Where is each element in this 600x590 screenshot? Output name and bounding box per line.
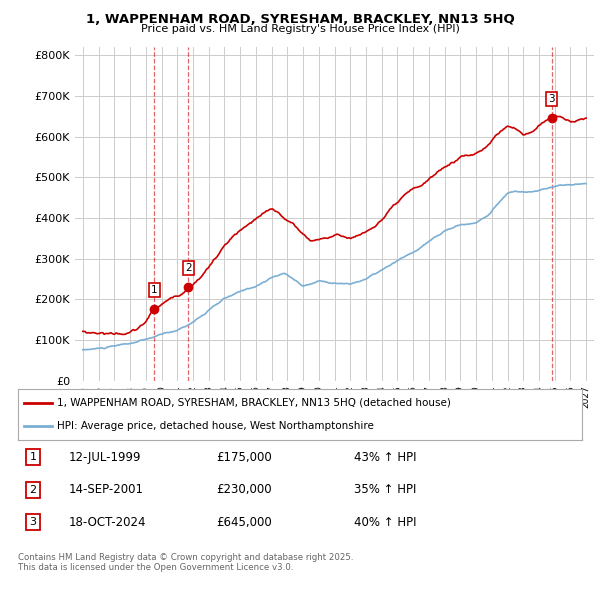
Text: 40% ↑ HPI: 40% ↑ HPI [354,516,416,529]
Text: 1, WAPPENHAM ROAD, SYRESHAM, BRACKLEY, NN13 5HQ (detached house): 1, WAPPENHAM ROAD, SYRESHAM, BRACKLEY, N… [58,398,451,408]
Text: 18-OCT-2024: 18-OCT-2024 [69,516,146,529]
Text: 3: 3 [548,94,555,104]
Text: 3: 3 [29,517,37,527]
Text: £645,000: £645,000 [216,516,272,529]
Text: £230,000: £230,000 [216,483,272,496]
Text: 2: 2 [185,263,192,273]
Text: Contains HM Land Registry data © Crown copyright and database right 2025.: Contains HM Land Registry data © Crown c… [18,553,353,562]
Text: This data is licensed under the Open Government Licence v3.0.: This data is licensed under the Open Gov… [18,563,293,572]
Text: 14-SEP-2001: 14-SEP-2001 [69,483,144,496]
Text: 2: 2 [29,485,37,494]
Text: £175,000: £175,000 [216,451,272,464]
Text: 1: 1 [29,453,37,462]
Text: 1, WAPPENHAM ROAD, SYRESHAM, BRACKLEY, NN13 5HQ: 1, WAPPENHAM ROAD, SYRESHAM, BRACKLEY, N… [86,13,514,26]
Text: Price paid vs. HM Land Registry's House Price Index (HPI): Price paid vs. HM Land Registry's House … [140,24,460,34]
Text: 1: 1 [151,285,157,295]
Text: 43% ↑ HPI: 43% ↑ HPI [354,451,416,464]
Text: 12-JUL-1999: 12-JUL-1999 [69,451,142,464]
Text: HPI: Average price, detached house, West Northamptonshire: HPI: Average price, detached house, West… [58,421,374,431]
Text: 35% ↑ HPI: 35% ↑ HPI [354,483,416,496]
